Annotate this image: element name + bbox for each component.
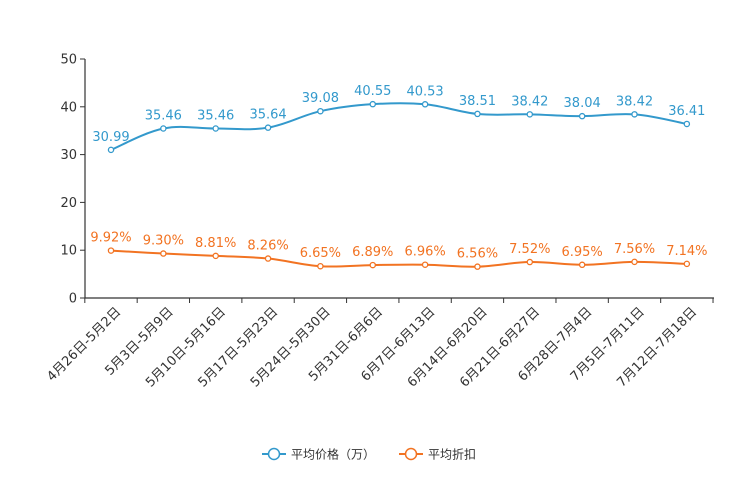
data-label: 6.95% [561, 245, 602, 260]
data-point [631, 258, 638, 266]
data-label: 9.30% [143, 234, 184, 249]
data-point [369, 100, 376, 108]
data-label: 8.81% [195, 236, 236, 251]
legend-item-0: 平均价格（万） [262, 447, 375, 462]
data-point [474, 263, 481, 270]
legend-marker [267, 447, 281, 461]
data-point [526, 258, 534, 266]
data-point [264, 124, 272, 131]
data-label: 40.53 [406, 84, 443, 99]
data-point [160, 125, 167, 132]
data-point [578, 112, 586, 120]
data-point [107, 247, 115, 254]
y-tick-label: 50 [60, 53, 77, 68]
data-label: 7.56% [614, 242, 655, 257]
series-line [110, 249, 687, 268]
y-tick-label: 40 [60, 100, 77, 115]
data-label: 7.14% [666, 244, 707, 259]
y-tick-label: 10 [60, 244, 77, 259]
data-point [369, 261, 376, 269]
legend-marker [404, 447, 418, 461]
series-1: 9.92% 9.30% 8.81% 8.26% 6.65% 6.89% 6.96% 6.56%… [90, 231, 708, 270]
data-label: 38.42 [616, 94, 653, 109]
data-label: 30.99 [92, 130, 129, 145]
data-label: 38.51 [459, 94, 496, 109]
data-label: 7.52% [509, 242, 550, 257]
data-label: 35.64 [249, 108, 286, 123]
data-point [578, 261, 586, 269]
data-point [474, 110, 481, 118]
data-point [160, 250, 167, 257]
data-label: 38.04 [564, 96, 601, 111]
data-point [421, 261, 429, 268]
data-point [317, 262, 324, 270]
data-point [317, 107, 324, 115]
legend-label: 平均价格（万） [291, 447, 375, 462]
y-tick-label: 20 [60, 196, 77, 211]
series-layer: 30.99 35.46 35.46 35.64 39.08 40.55 40.53 38.51… [90, 84, 708, 270]
data-label: 6.89% [352, 245, 393, 260]
data-point [264, 255, 272, 262]
legend: 平均价格（万） 平均折扣 [262, 447, 476, 462]
data-point [526, 111, 534, 118]
data-label: 39.08 [302, 91, 339, 106]
series-0: 30.99 35.46 35.46 35.64 39.08 40.55 40.53 38.51… [92, 84, 705, 154]
y-tick-label: 0 [69, 292, 77, 307]
data-point [212, 125, 219, 132]
data-point [683, 260, 691, 268]
data-point [683, 120, 691, 128]
legend-label: 平均折扣 [428, 447, 476, 462]
data-label: 6.56% [457, 247, 498, 262]
data-label: 9.92% [90, 231, 131, 246]
data-label: 36.41 [668, 104, 705, 119]
data-label: 6.96% [404, 245, 445, 260]
y-tick-label: 30 [60, 148, 77, 163]
data-label: 6.65% [300, 246, 341, 261]
series-line [110, 102, 688, 151]
data-label: 35.46 [145, 109, 182, 124]
data-label: 38.42 [511, 94, 548, 109]
data-point [631, 111, 638, 118]
data-label: 35.46 [197, 109, 234, 124]
data-label: 8.26% [247, 239, 288, 254]
data-point [421, 101, 429, 108]
data-point [107, 146, 115, 154]
data-label: 40.55 [354, 84, 391, 99]
data-point [212, 252, 219, 260]
legend-item-1: 平均折扣 [399, 447, 476, 462]
